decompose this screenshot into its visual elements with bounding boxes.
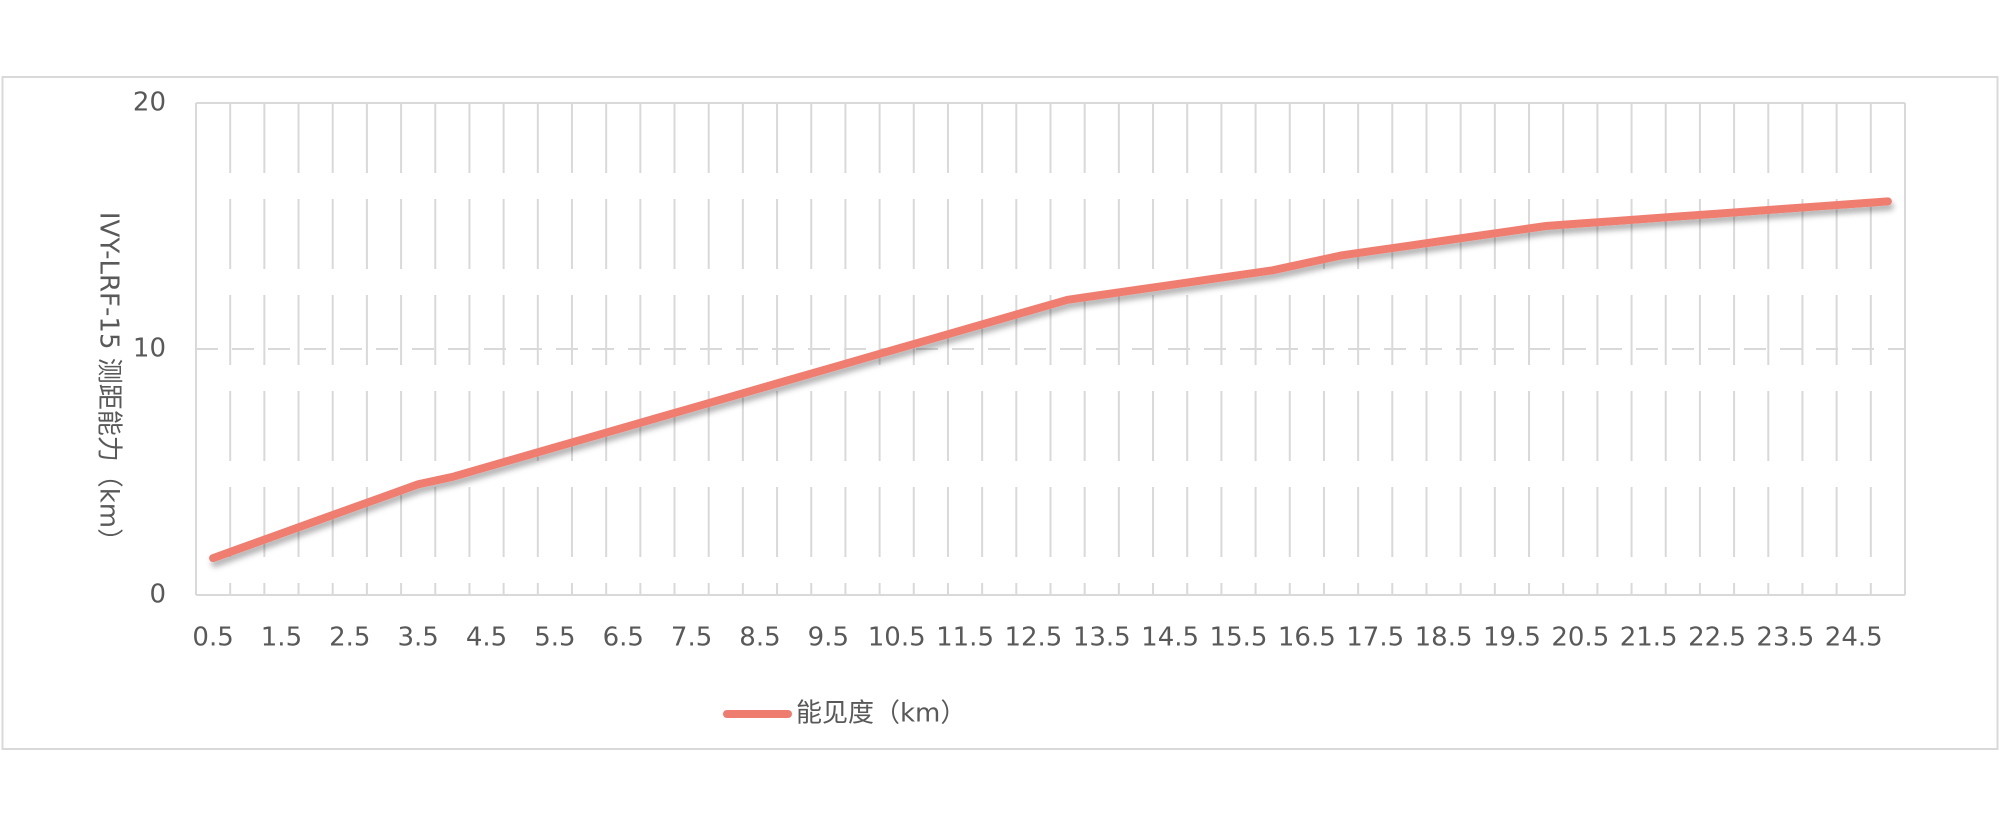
x-tick-label: 11.5: [936, 623, 994, 653]
x-tick-label: 21.5: [1620, 623, 1678, 653]
x-tick-label: 13.5: [1073, 623, 1131, 653]
y-tick-label: 0: [149, 580, 166, 610]
y-tick-label: 20: [133, 88, 166, 118]
x-tick-label: 1.5: [261, 623, 302, 653]
y-tick-label: 10: [133, 334, 166, 364]
x-tick-label: 24.5: [1825, 623, 1883, 653]
x-tick-label: 5.5: [534, 623, 575, 653]
x-tick-label: 12.5: [1004, 623, 1062, 653]
x-tick-label: 10.5: [868, 623, 926, 653]
x-tick-label: 15.5: [1210, 623, 1268, 653]
x-tick-label: 23.5: [1756, 623, 1814, 653]
series-line: [209, 197, 1892, 563]
x-tick-label: 0.5: [192, 623, 233, 653]
x-tick-label: 7.5: [671, 623, 712, 653]
x-tick-label: 14.5: [1141, 623, 1199, 653]
x-tick-label: 9.5: [808, 623, 849, 653]
x-tick-label: 8.5: [739, 623, 780, 653]
x-tick-label: 4.5: [466, 623, 507, 653]
x-tick-label: 3.5: [397, 623, 438, 653]
x-tick-label: 16.5: [1278, 623, 1336, 653]
x-tick-label: 22.5: [1688, 623, 1746, 653]
x-tick-label: 2.5: [329, 623, 370, 653]
legend-label: 能见度（km）: [796, 699, 966, 729]
x-tick-label: 20.5: [1551, 623, 1609, 653]
x-tick-label: 18.5: [1415, 623, 1473, 653]
x-tick-label: 19.5: [1483, 623, 1541, 653]
x-tick-label: 17.5: [1346, 623, 1404, 653]
y-axis-title: IVY-LRF-15 测距能力（km）: [94, 212, 124, 554]
x-tick-label: 6.5: [603, 623, 644, 653]
